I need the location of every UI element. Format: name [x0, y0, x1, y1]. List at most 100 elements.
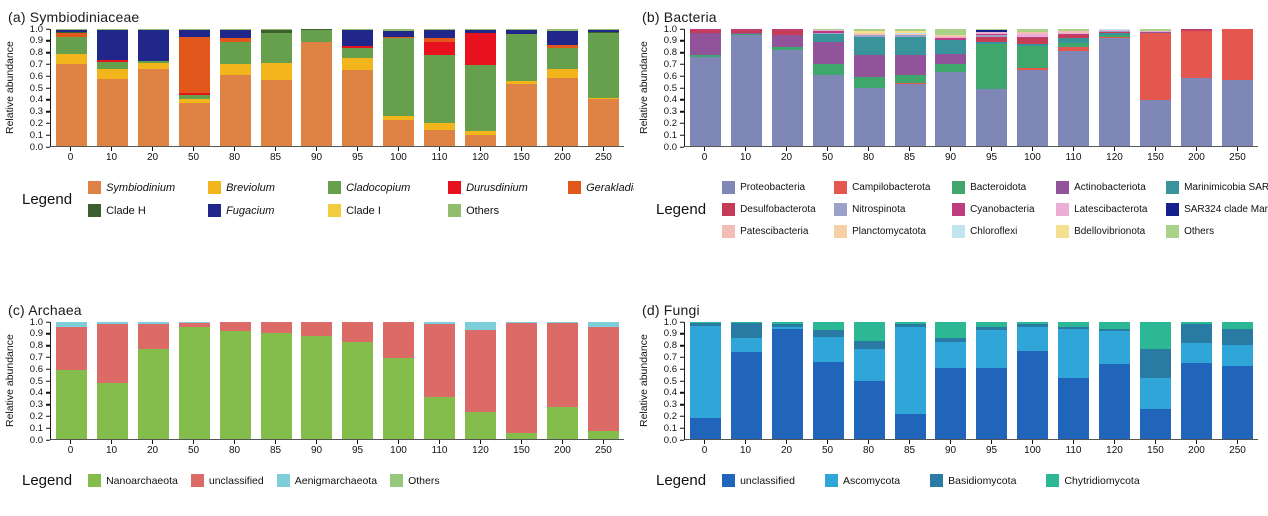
plot-area [684, 28, 1258, 147]
segment-Others [976, 29, 1008, 31]
y-tick-0.3: 0.3 [654, 107, 684, 117]
segment-Proteobacteria [812, 74, 844, 146]
segment-Nanoarchaeota [55, 369, 87, 439]
x-tick-label-200: 200 [547, 147, 578, 167]
legend-entry-Others: Others [1166, 225, 1268, 238]
x-tick-label-200: 200 [1181, 440, 1212, 460]
segment-Fugacium [342, 30, 374, 46]
legend-c: Legend Nanoarchaeota unclassified Aenigmar… [22, 472, 634, 489]
stacked-bar-250 [1221, 322, 1253, 439]
segment-Fugacium [55, 29, 87, 32]
stacked-bar-250 [587, 29, 619, 146]
y-tick-0.4: 0.4 [654, 95, 684, 105]
segment-Marinimicobia SAR406 clade [1058, 38, 1090, 44]
legend-label: Planctomycatota [852, 226, 926, 237]
y-tick-0.9: 0.9 [654, 329, 684, 339]
legend-entry-Patescibacteria: Patescibacteria [722, 225, 828, 238]
x-tick-label-100: 100 [1017, 147, 1048, 167]
stacked-bar-200 [1181, 322, 1213, 439]
legend-label: unclassified [740, 474, 795, 487]
segment-Nanoarchaeota [260, 332, 292, 439]
x-tick-label-95: 95 [342, 147, 373, 167]
legend-swatch [930, 474, 944, 487]
stacked-bar-80 [219, 322, 251, 439]
x-tick-label-10: 10 [96, 440, 127, 460]
y-tick-0.4: 0.4 [20, 388, 50, 398]
segment-Others [219, 29, 251, 31]
y-tick-0.1: 0.1 [654, 130, 684, 140]
stacked-bar-120 [1099, 322, 1131, 439]
segment-Cladocopium [55, 36, 87, 54]
segment-Marinimicobia SAR406 clade [1017, 43, 1049, 46]
segment-Chytridiomycota [689, 322, 721, 324]
segment-Campilobacterota [894, 83, 926, 84]
segment-Nitrospinota [812, 32, 844, 35]
x-tick-label-50: 50 [178, 440, 209, 460]
legend-entry-Gerakladium: Gerakladium [568, 181, 634, 194]
panel-title-c: (c) Archaea [8, 302, 82, 318]
segment-unclassified [383, 322, 415, 359]
segment-Others [260, 29, 292, 31]
x-tick-label-250: 250 [588, 147, 619, 167]
legend-label: Chloroflexi [970, 226, 1018, 237]
x-tick-label-10: 10 [730, 440, 761, 460]
segment-Actinobacteriota [730, 32, 762, 35]
legend-entry-Breviolum: Breviolum [208, 181, 320, 194]
stacked-bar-0 [689, 29, 721, 146]
legend-label: Basidiomycota [948, 474, 1017, 487]
segment-Fugacium [587, 29, 619, 32]
legend-label: Fugacium [226, 204, 275, 217]
segment-Aenigmarchaeota [547, 322, 579, 324]
segment-Desulfobacterota [730, 30, 762, 33]
legend-label: Aenigmarchaeota [294, 474, 378, 487]
legend-label: Gerakladium [586, 181, 634, 194]
y-tick-0.8: 0.8 [20, 48, 50, 58]
segment-Proteobacteria [689, 57, 721, 146]
y-tick-0.7: 0.7 [654, 353, 684, 363]
segment-Ascomycota [935, 341, 967, 368]
stacked-bar-95 [976, 29, 1008, 146]
y-tick-0.2: 0.2 [654, 412, 684, 422]
segment-Marinimicobia SAR406 clade [976, 41, 1008, 45]
legend-label: Desulfobacterota [740, 204, 816, 215]
segment-Bacteroidota [1099, 35, 1131, 37]
segment-Actinobacteriota [689, 32, 721, 55]
segment-Cladocopium [178, 94, 210, 100]
x-tick-label-90: 90 [301, 440, 332, 460]
segment-Fugacium [547, 31, 579, 46]
segment-Gerakladium [424, 38, 456, 42]
legend-entry-Others: Others [390, 474, 440, 487]
segment-Desulfobacterota [1181, 30, 1213, 32]
segment-Basidiomycota [730, 323, 762, 339]
stacked-bar-85 [894, 29, 926, 146]
x-tick-label-0: 0 [55, 440, 86, 460]
segment-Ascomycota [730, 338, 762, 353]
segment-Desulfobacterota [771, 30, 803, 35]
segment-Others [96, 29, 128, 31]
y-axis: 0.0 0.1 0.2 0.3 0.4 0.5 0.6 0.7 0.8 0.9 1.0 [654, 24, 684, 151]
segment-Cyanobacteria [730, 29, 762, 31]
y-tick-0.4: 0.4 [654, 388, 684, 398]
x-tick-label-10: 10 [730, 147, 761, 167]
segment-Cyanobacteria [1058, 33, 1090, 35]
segment-Basidiomycota [935, 338, 967, 342]
segment-Planctomycatota [853, 33, 885, 34]
segment-unclassified [689, 417, 721, 439]
stacked-bar-20 [771, 322, 803, 439]
legend-entries: Nanoarchaeota unclassified Aenigmarchaeota… [88, 474, 440, 487]
segment-Patescibacteria [853, 33, 885, 35]
segment-unclassified [96, 324, 128, 383]
y-tick-0.4: 0.4 [20, 95, 50, 105]
segment-Gerakladium [219, 37, 251, 42]
stacked-bar-95 [976, 322, 1008, 439]
panel-bacteria: (b) Bacteria Relative abundance 0.0 0.1 0.… [634, 0, 1268, 290]
segment-Ascomycota [1221, 345, 1253, 367]
segment-Breviolum [342, 58, 374, 70]
segment-Breviolum [547, 68, 579, 79]
segment-Symbiodinium [55, 64, 87, 146]
segment-Aenigmarchaeota [424, 322, 456, 325]
segment-Cyanobacteria [1017, 36, 1049, 38]
stacked-bar-0 [55, 29, 87, 146]
stacked-bar-200 [1181, 29, 1213, 146]
y-tick-0.6: 0.6 [654, 364, 684, 374]
